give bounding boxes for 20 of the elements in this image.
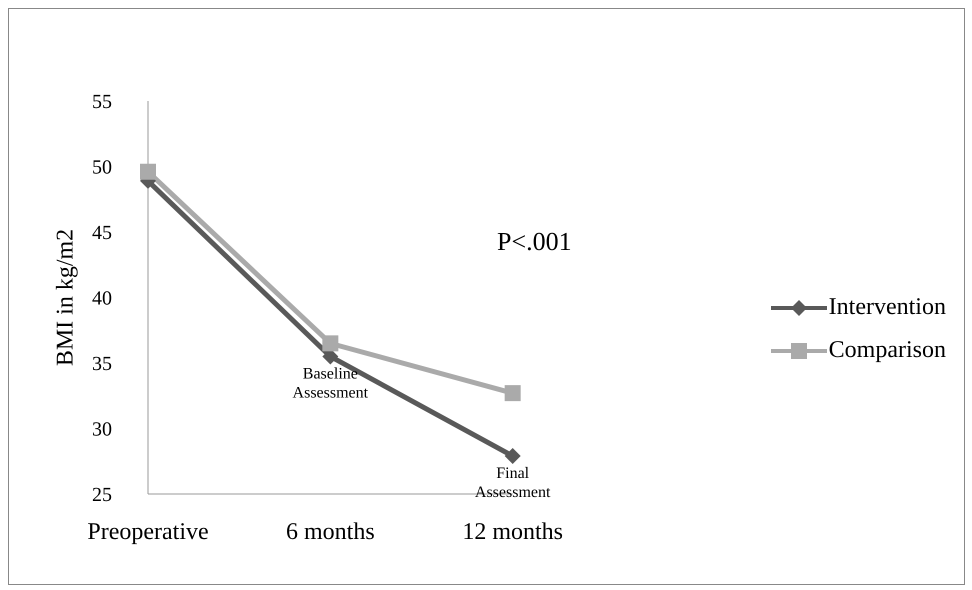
annotation: P<.001	[497, 227, 572, 257]
annotation: Final Assessment	[474, 465, 551, 502]
y-tick-label: 50	[92, 156, 112, 179]
point	[322, 335, 338, 352]
y-axis-title: BMI in kg/m2	[52, 228, 79, 366]
point	[140, 164, 156, 180]
x-tick-label: 6 months	[286, 519, 375, 546]
y-tick-label: 45	[92, 222, 112, 244]
y-tick-label: 55	[92, 91, 112, 114]
legend-label: Intervention	[828, 294, 946, 321]
y-tick-label: 25	[92, 484, 112, 506]
y-tick-label: 35	[92, 353, 112, 376]
point	[504, 385, 521, 402]
y-tick-label: 40	[92, 288, 112, 310]
y-tick-label: 30	[92, 418, 112, 441]
legend-label: Comparison	[828, 337, 946, 364]
point	[504, 448, 521, 464]
x-tick-label: Preoperative	[87, 519, 209, 546]
x-tick-label: 12 months	[462, 519, 564, 546]
annotation: Baseline Assessment	[292, 365, 369, 402]
